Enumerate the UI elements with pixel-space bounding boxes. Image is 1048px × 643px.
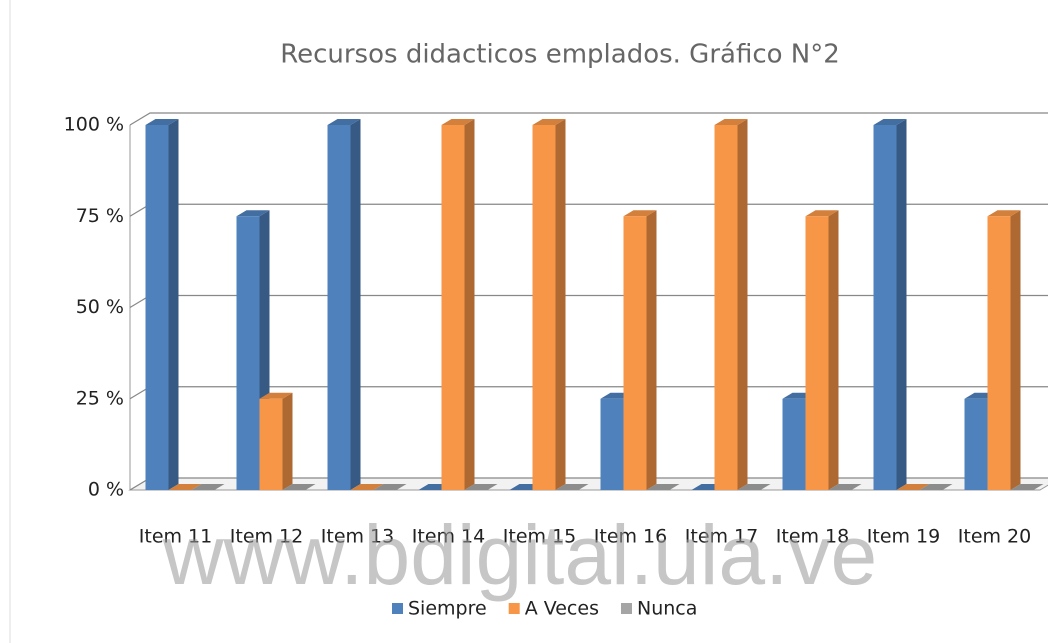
bar-side bbox=[828, 210, 839, 490]
y-tick-label: 25 % bbox=[76, 387, 124, 409]
bar-top bbox=[714, 119, 748, 125]
y-tick-label: 0 % bbox=[88, 479, 124, 501]
bar bbox=[441, 125, 465, 490]
bar-top bbox=[168, 484, 202, 490]
y-tick-label: 100 % bbox=[64, 114, 124, 136]
bar-top bbox=[259, 392, 293, 399]
bar bbox=[600, 398, 624, 490]
bar-top bbox=[441, 119, 475, 125]
bar-top bbox=[191, 484, 225, 490]
bar-top bbox=[464, 484, 498, 490]
bar-side bbox=[168, 119, 179, 490]
bar bbox=[327, 125, 351, 490]
bar-top bbox=[873, 119, 907, 125]
bar bbox=[714, 125, 738, 490]
bar bbox=[873, 125, 897, 490]
x-tick-label: Item 13 bbox=[321, 526, 394, 548]
legend-swatch bbox=[392, 603, 403, 614]
bar-top bbox=[236, 210, 270, 217]
bar-top bbox=[919, 484, 953, 490]
bar-side bbox=[282, 392, 293, 490]
bar-top bbox=[805, 210, 839, 217]
bar-side bbox=[350, 119, 361, 490]
bar-side bbox=[737, 119, 748, 490]
x-tick-label: Item 19 bbox=[867, 526, 940, 548]
bar-top bbox=[828, 484, 862, 490]
bar bbox=[532, 125, 556, 490]
bar-top bbox=[282, 484, 316, 490]
bar-side bbox=[464, 119, 475, 490]
bar bbox=[259, 398, 283, 490]
legend-swatch bbox=[620, 603, 632, 614]
grid-line bbox=[129, 112, 1048, 126]
x-tick-label: Item 16 bbox=[594, 526, 667, 548]
bar-side bbox=[555, 119, 566, 490]
legend-swatch bbox=[508, 603, 520, 614]
x-tick-label: Item 15 bbox=[503, 526, 576, 548]
bar-top bbox=[737, 484, 771, 490]
x-tick-label: Item 17 bbox=[685, 526, 758, 548]
bar bbox=[964, 398, 988, 490]
legend-label: Nunca bbox=[637, 598, 697, 620]
bar-top bbox=[327, 119, 361, 125]
x-tick-label: Item 11 bbox=[139, 526, 212, 548]
watermark: www.bdigital.ula.ve bbox=[162, 508, 877, 602]
bar-top bbox=[350, 484, 384, 490]
bar-side bbox=[646, 210, 657, 490]
y-tick-label: 75 % bbox=[76, 205, 124, 227]
bar-top bbox=[145, 119, 179, 125]
x-tick-label: Item 14 bbox=[412, 526, 485, 548]
legend-label: Siempre bbox=[408, 598, 487, 620]
bar-side bbox=[896, 119, 907, 490]
legend-label: A Veces bbox=[525, 598, 599, 620]
bar bbox=[987, 216, 1011, 490]
bar-top bbox=[987, 210, 1021, 217]
bar-top bbox=[896, 484, 930, 490]
bar-top bbox=[1010, 484, 1044, 490]
bar bbox=[782, 398, 806, 490]
bar-top bbox=[532, 119, 566, 125]
x-tick-label: Item 20 bbox=[958, 526, 1031, 548]
y-tick-label: 50 % bbox=[76, 296, 124, 318]
bar bbox=[236, 216, 260, 490]
bar-side bbox=[1010, 210, 1021, 490]
bar-top bbox=[555, 484, 589, 490]
bar bbox=[145, 125, 169, 490]
x-tick-label: Item 18 bbox=[776, 526, 849, 548]
bar-top bbox=[646, 484, 680, 490]
bar-top bbox=[623, 210, 657, 217]
x-tick-label: Item 12 bbox=[230, 526, 303, 548]
bar bbox=[805, 216, 829, 490]
bar-top bbox=[373, 484, 407, 490]
chart-title: Recursos didacticos emplados. Gráfico N°… bbox=[280, 40, 840, 70]
bar bbox=[623, 216, 647, 490]
